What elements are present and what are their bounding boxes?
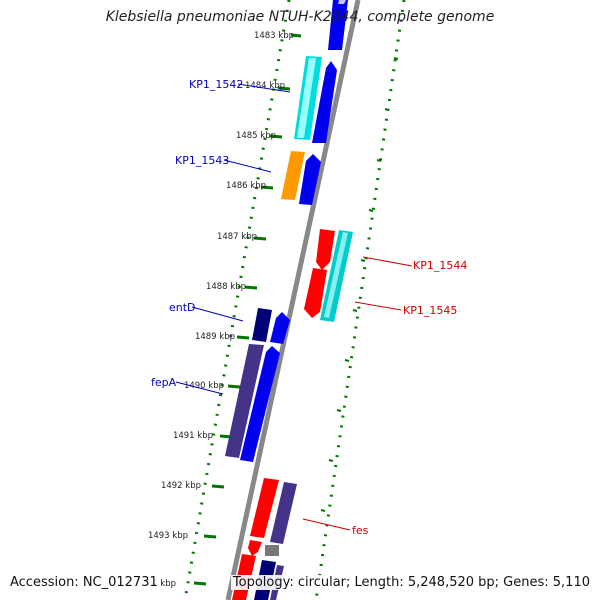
gene-label-kp1543: KP1_1543: [175, 154, 229, 167]
gene-kp1545-highlight: [324, 232, 348, 318]
gene-fes-red-small: [248, 540, 262, 556]
tick-label-1491: 1491 kbp: [173, 431, 213, 441]
tick-label-1484: 1484 kbp: [245, 81, 285, 91]
leader-lines-blue: [175, 83, 291, 395]
gene-label-kp1544: KP1_1544: [413, 259, 467, 272]
tick-label-1494: 94 kbp: [147, 579, 176, 589]
gene-label-kp1545: KP1_1545: [403, 304, 457, 317]
tick-label-1485: 1485 kbp: [236, 131, 276, 141]
gene-label-entD: entD: [169, 301, 196, 314]
gene-kp1544-red-lower: [304, 268, 327, 318]
gene-entD-forward: [270, 312, 290, 344]
tick-label-1493: 1493 kbp: [148, 531, 188, 541]
gene-fes-red: [250, 478, 279, 538]
outer-ring-ticks: [320, 57, 399, 512]
gene-fes-slate: [270, 482, 297, 544]
tick-label-1483: 1483 kbp: [254, 31, 294, 41]
gene-label-fes: fes: [352, 524, 369, 537]
gene-label-kp1542: KP1_1542: [189, 78, 243, 91]
tick-label-1490: 1490 kbp: [184, 381, 224, 391]
gene-kp1544-red: [316, 229, 335, 270]
scale-ticks: [193, 33, 302, 586]
gene-fepA-slate: [225, 344, 264, 458]
genome-summary-text: Topology: circular; Length: 5,248,520 bp…: [230, 575, 592, 590]
gene-kp1543-orange: [281, 151, 305, 200]
gene-top-light: [338, 0, 346, 4]
gene-fes-gray: [265, 545, 279, 556]
gene-entD-navy: [252, 308, 272, 342]
map-title: Klebsiella pneumoniae NTUH-K2044, comple…: [105, 9, 495, 25]
gene-top-forward: [328, 0, 348, 50]
gene-kp1542-highlight: [297, 58, 316, 138]
gene-label-fepA: fepA: [151, 376, 177, 389]
tick-label-1492: 1492 kbp: [161, 481, 201, 491]
inner-dotted-ring: [183, 0, 291, 600]
tick-label-1486: 1486 kbp: [226, 181, 266, 191]
tick-label-1487: 1487 kbp: [217, 232, 257, 242]
gene-kp1543-forward: [299, 154, 321, 205]
tick-label-1489: 1489 kbp: [195, 332, 235, 342]
tick-label-1488: 1488 kbp: [206, 282, 246, 292]
genome-backbone: [225, 0, 361, 600]
gene-kp1542-forward: [312, 61, 337, 143]
outer-dotted-ring: [314, 0, 406, 600]
leader-lines-red: [302, 256, 413, 531]
gene-fepA-forward: [240, 346, 280, 462]
accession-text: Accession: NC_012731: [8, 575, 160, 590]
